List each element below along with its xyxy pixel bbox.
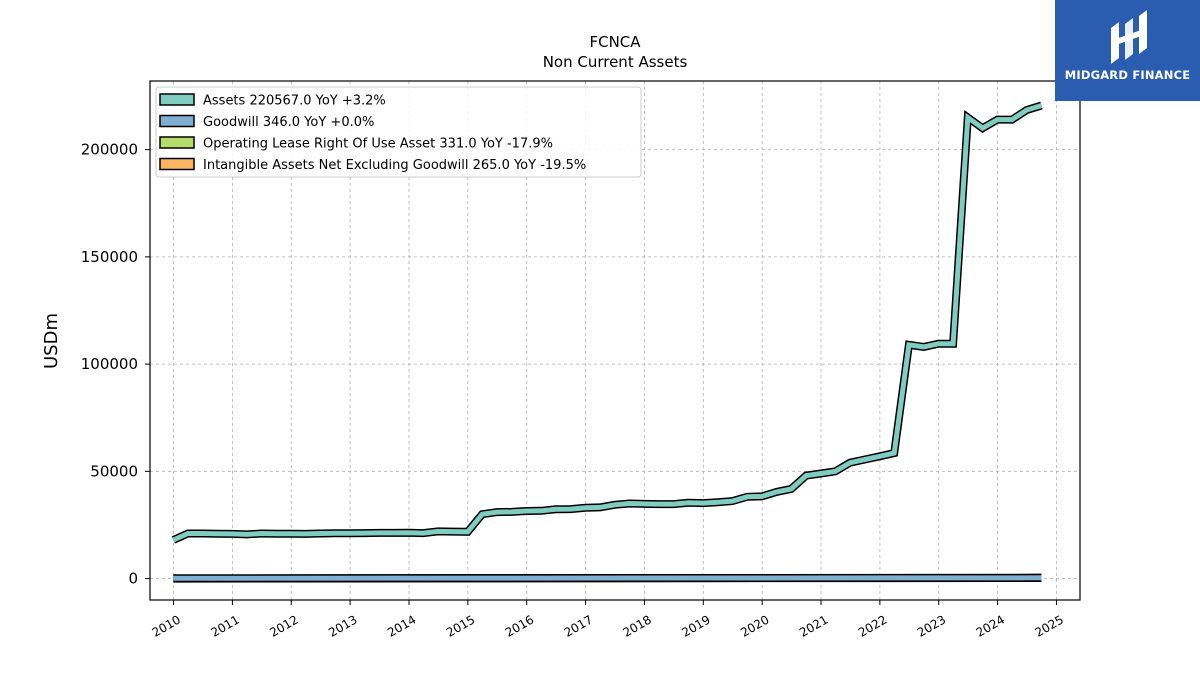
series-line-1 xyxy=(171,101,1043,544)
series-fill-line xyxy=(173,575,1042,581)
plot-frame xyxy=(149,80,1081,601)
brand-logo: MIDGARD FINANCE xyxy=(1055,0,1200,101)
legend-swatch xyxy=(159,157,195,171)
legend-label: Assets 220567.0 YoY +3.2% xyxy=(203,94,386,109)
series-line-2 xyxy=(173,573,1042,583)
legend-frame xyxy=(155,86,642,178)
legend-label: Goodwill 346.0 YoY +0.0% xyxy=(203,115,374,130)
logo-text: MIDGARD FINANCE xyxy=(1064,68,1191,82)
legend-swatch xyxy=(159,114,195,128)
y-tick-label: 0 xyxy=(128,570,138,588)
chart-title: FCNCA xyxy=(589,33,641,51)
legend: Assets 220567.0 YoY +3.2% Goodwill 346.0 … xyxy=(155,86,642,178)
y-tick-label: 150000 xyxy=(81,248,138,266)
y-axis: 0 50000 100000 150000 200000 xyxy=(81,141,150,588)
y-tick-label: 200000 xyxy=(81,141,138,159)
y-tick-label: 100000 xyxy=(81,355,138,373)
series-fill-line xyxy=(172,103,1043,543)
series-layer xyxy=(171,101,1043,583)
chart-subtitle: Non Current Assets xyxy=(543,53,688,71)
y-tick-label: 50000 xyxy=(90,462,138,480)
legend-label: Operating Lease Right Of Use Asset 331.0… xyxy=(203,137,553,152)
logo-mark-icon xyxy=(1111,10,1147,64)
legend-swatch xyxy=(159,93,195,106)
y-axis-label: USDm xyxy=(41,313,62,369)
legend-label: Intangible Assets Net Excluding Goodwill… xyxy=(203,158,586,173)
legend-swatch xyxy=(159,136,195,149)
